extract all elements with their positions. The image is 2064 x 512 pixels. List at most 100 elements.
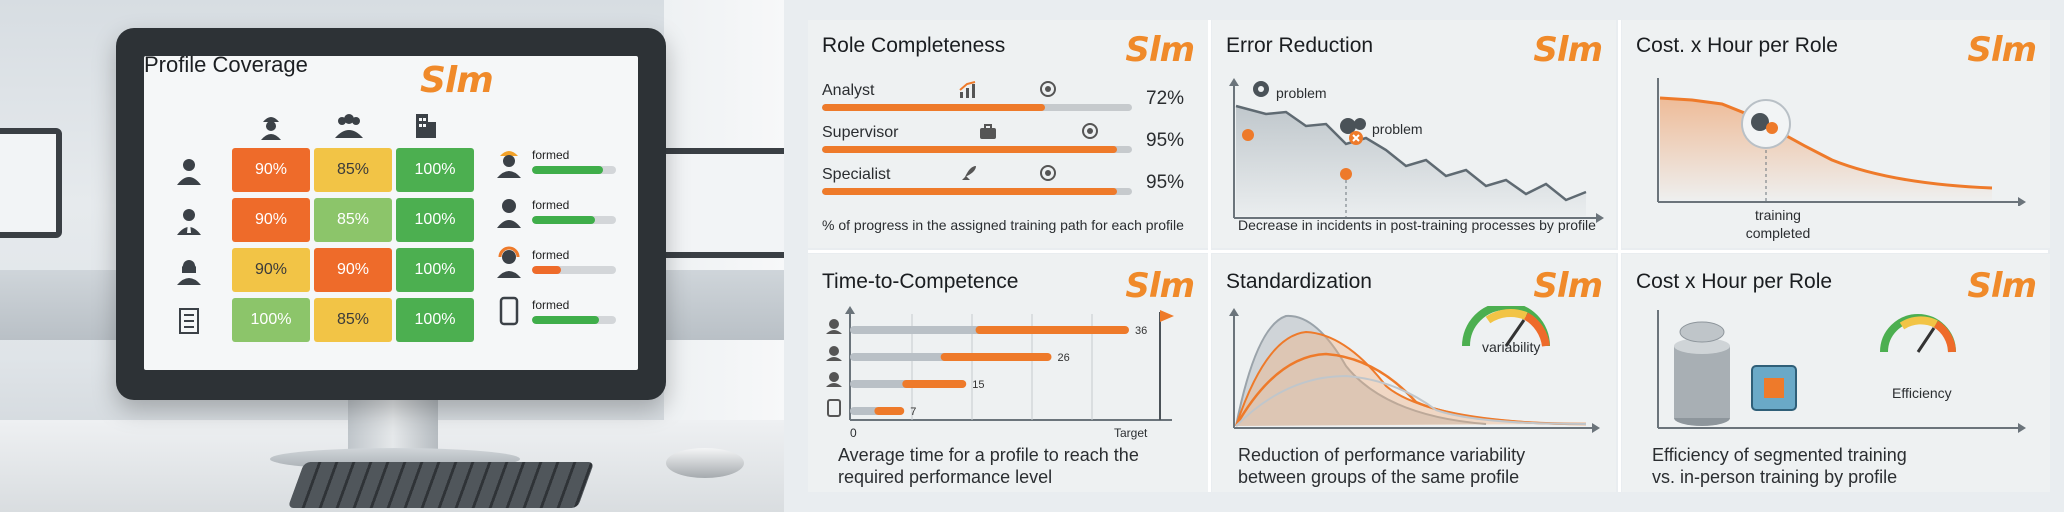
heatmap-cell: 90% (232, 148, 310, 192)
heatmap-cell: 100% (396, 198, 474, 242)
role-label: Supervisor (822, 124, 899, 141)
status-item: formed (499, 296, 634, 326)
panel-title: Standardization (1226, 270, 1372, 293)
training-completed-annotation: training completed (1728, 206, 1828, 242)
monitor-brand-logo: Slm (420, 60, 494, 101)
panel-title: Time-to-Competence (822, 270, 1019, 293)
background-console-left (0, 270, 130, 340)
status-progress-bar (532, 166, 616, 174)
caption-line: Reduction of performance variability (1238, 445, 1526, 465)
panel-caption: Average time for a profile to reach the … (838, 444, 1139, 488)
brand-logo: Slm (1967, 266, 2037, 306)
status-item: formed (497, 198, 634, 228)
role-value: 95% (1146, 130, 1185, 151)
panel-time-to-competence: Time-to-Competence Slm 36 26 15 7 0 Target … (808, 254, 1208, 492)
heatmap-cell: 100% (396, 298, 474, 342)
annotation-line: training (1755, 207, 1801, 223)
brand-logo: Slm (1533, 266, 1603, 306)
microchip-icon (1751, 365, 1797, 411)
monitor-stand (348, 396, 438, 456)
bar-base (850, 353, 961, 361)
brand-logo: Slm (1967, 30, 2037, 70)
panel-divider (808, 250, 2048, 253)
panel-caption: Decrease in incidents in post-training p… (1238, 217, 1596, 233)
gear-warning-icon (1751, 113, 1769, 131)
bar-base (850, 407, 880, 415)
briefcase-icon (980, 124, 996, 139)
businessman-icon (177, 209, 201, 235)
gauge-label: variability (1482, 339, 1541, 355)
office-photo: 90% 85% 100% 90% 85% 100% 90% 90% 100% 100% 85% 100… (0, 0, 784, 512)
heatmap-cell: 90% (314, 248, 392, 292)
caption-line: Efficiency of segmented training (1652, 445, 1907, 465)
tablet-icon (827, 399, 841, 417)
woman-icon (177, 260, 201, 285)
heatmap-cell: 85% (314, 198, 392, 242)
headset-operator-icon (497, 246, 521, 278)
chart-icon (959, 81, 976, 98)
x-axis-start-label: 0 (850, 426, 857, 440)
panel-title: Role Completeness (822, 34, 1006, 57)
group-icon (335, 114, 363, 138)
monitor-screen: 90% 85% 100% 90% 85% 100% 90% 90% 100% 100% 85% 100… (144, 56, 638, 370)
role-label: Specialist (822, 166, 891, 183)
panel-divider (1618, 20, 1621, 492)
coin-stack-icon (1674, 321, 1730, 426)
panel-cost-hour-1: Cost. x Hour per Role Slm training compl… (1622, 20, 2050, 248)
role-label: Analyst (822, 82, 875, 99)
worker-icon (261, 117, 281, 140)
heatmap-cell: 90% (232, 198, 310, 242)
status-label: formed (532, 198, 570, 212)
bar-value-label: 15 (972, 379, 984, 391)
document-icon (179, 308, 199, 334)
efficiency-illustration (1657, 310, 2026, 433)
status-progress-bar (532, 216, 616, 224)
problem-annotation: problem (1372, 121, 1423, 137)
role-value: 72% (1146, 88, 1185, 109)
bar (874, 407, 905, 415)
operator-icon (829, 372, 839, 382)
caption-line: Average time for a profile to reach the (838, 445, 1139, 465)
role-progress-bar (822, 104, 1132, 111)
panel-divider (1208, 20, 1211, 492)
award-icon (1040, 165, 1056, 181)
heatmap-cell: 90% (232, 248, 310, 292)
role-progress-bar (822, 188, 1132, 195)
bar-value-label: 36 (1135, 325, 1147, 337)
bar (902, 380, 967, 388)
problem-marker (1340, 168, 1352, 180)
brand-logo: Slm (1125, 30, 1195, 70)
panel-title: Error Reduction (1226, 34, 1374, 57)
panel-title: Cost. x Hour per Role (1636, 34, 1838, 57)
error-series-line (1235, 104, 1587, 202)
panel-role-completeness: Role Completeness Slm Analyst 72% Superv… (808, 20, 1208, 248)
status-label: formed (532, 248, 570, 262)
brand-logo: Slm (1125, 266, 1195, 306)
panel-standardization: Standardization Slm variability Reductio… (1212, 254, 1616, 492)
distribution-curve (1235, 374, 1587, 427)
efficiency-gauge-icon (1880, 314, 1956, 353)
person-icon (177, 159, 201, 185)
role-progress-bar (822, 146, 1132, 153)
brand-logo: Slm (1533, 30, 1603, 70)
caption-line: required performance level (838, 467, 1053, 487)
bar-value-label: 7 (910, 406, 916, 418)
x-axis-target-label: Target (1114, 426, 1148, 440)
panel-caption: Reduction of performance variability bet… (1238, 444, 1525, 488)
person-icon (829, 319, 839, 329)
building-icon (416, 114, 436, 138)
cost-curve-chart (1657, 78, 2026, 206)
gear-icon (1253, 81, 1269, 97)
target-flag-icon (1160, 310, 1174, 322)
status-label: formed (532, 298, 570, 312)
distribution-curve (1235, 314, 1487, 427)
certificate-icon (1082, 123, 1098, 139)
background-monitor-left (0, 128, 62, 238)
status-progress-bar (532, 266, 616, 274)
status-label: formed (532, 148, 570, 162)
monitor: 90% 85% 100% 90% 85% 100% 90% 90% 100% 100% 85% 100… (116, 28, 666, 400)
time-to-competence-chart: 36 26 15 7 (826, 306, 1174, 421)
bar-value-label: 26 (1058, 352, 1070, 364)
heatmap-cell: 85% (314, 148, 392, 192)
badge-icon (1040, 81, 1056, 97)
